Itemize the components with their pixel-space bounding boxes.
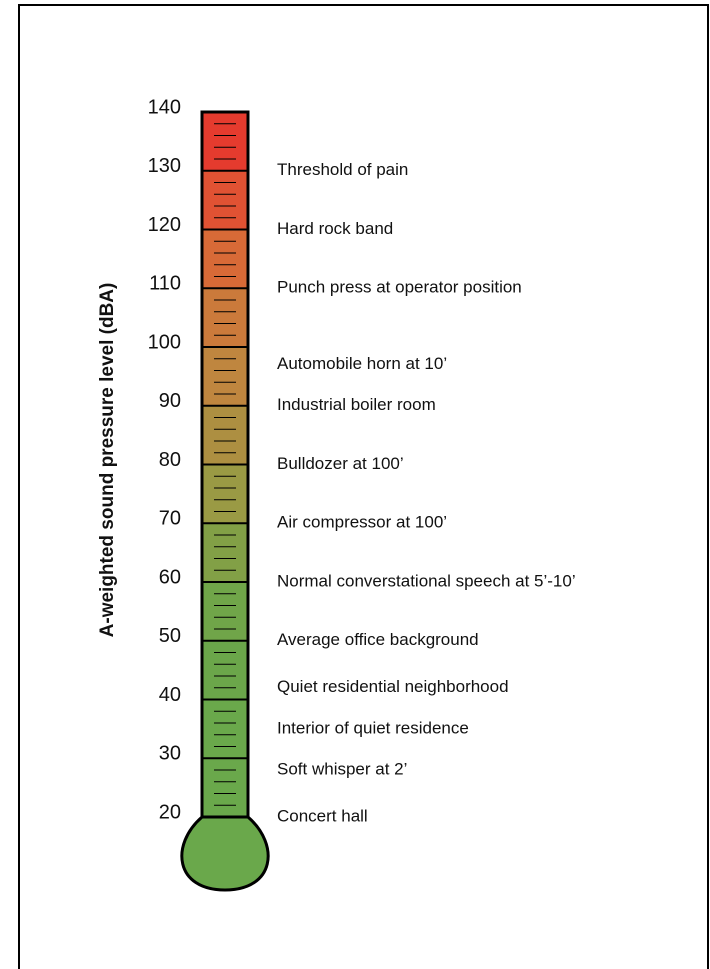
y-tick-label: 130 xyxy=(148,155,181,177)
tube-segment xyxy=(202,405,248,465)
tube-segment xyxy=(202,523,248,582)
annotation: Average office background xyxy=(277,630,479,649)
annotation: Soft whisper at 2’ xyxy=(277,759,407,778)
tube-segment xyxy=(202,112,248,171)
y-tick-label: 80 xyxy=(159,449,181,471)
annotation: Threshold of pain xyxy=(277,160,408,179)
y-tick-label: 30 xyxy=(159,743,181,765)
annotation: Interior of quiet residence xyxy=(277,718,469,737)
annotation: Hard rock band xyxy=(277,219,393,238)
annotation: Quiet residential neighborhood xyxy=(277,677,509,696)
y-tick-label: 140 xyxy=(148,96,181,118)
y-tick-label: 60 xyxy=(159,566,181,588)
annotation: Automobile horn at 10’ xyxy=(277,354,447,373)
y-tick-label: 50 xyxy=(159,625,181,647)
annotation: Concert hall xyxy=(277,806,368,825)
y-tick-label: 100 xyxy=(148,331,181,353)
y-tick-label: 120 xyxy=(148,214,181,236)
bulb xyxy=(180,815,270,892)
thermometer xyxy=(180,110,270,892)
tube-segment xyxy=(202,170,248,230)
tube-segment xyxy=(202,347,248,406)
tube-segment xyxy=(202,582,248,641)
tube-segment xyxy=(202,288,248,347)
y-tick-label: 70 xyxy=(159,508,181,530)
annotation: Bulldozer at 100’ xyxy=(277,454,404,473)
tube-segment xyxy=(202,640,248,700)
tube-segment xyxy=(202,464,248,524)
y-axis-title: A-weighted sound pressure level (dBA) xyxy=(97,283,118,638)
tube-segment xyxy=(202,758,248,817)
tube-segment xyxy=(202,229,248,289)
annotation: Normal converstational speech at 5’-10’ xyxy=(277,571,576,590)
y-tick-label: 20 xyxy=(159,801,181,823)
annotation: Punch press at operator position xyxy=(277,278,522,297)
annotation: Industrial boiler room xyxy=(277,395,436,414)
tube-segment xyxy=(202,699,248,759)
frame xyxy=(18,4,709,969)
y-tick-label: 90 xyxy=(159,390,181,412)
y-tick-label: 40 xyxy=(159,684,181,706)
y-tick-label: 110 xyxy=(149,273,181,295)
annotation: Air compressor at 100’ xyxy=(277,513,447,532)
